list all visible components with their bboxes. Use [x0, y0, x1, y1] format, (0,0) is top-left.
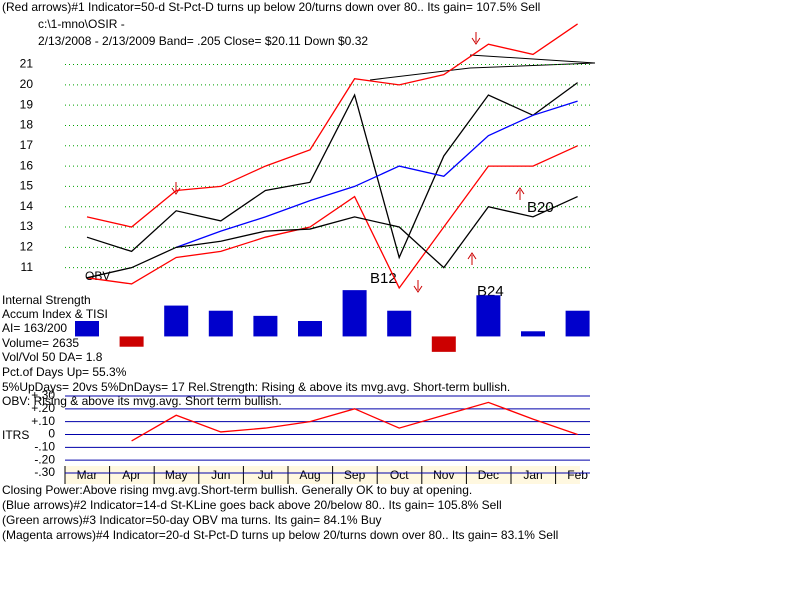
y-tick-label: +.20 [31, 401, 55, 415]
x-tick-label: Mar [77, 468, 98, 482]
x-tick-label: Oct [390, 468, 409, 482]
x-tick-label: Sep [344, 468, 366, 482]
footer-line: (Magenta arrows)#4 Indicator=20-d St-Pct… [2, 528, 558, 542]
panel-text: Accum Index & TISI [2, 307, 108, 321]
bar [253, 315, 278, 337]
annotation: B20 [527, 199, 554, 216]
y-tick-label: 11 [21, 260, 34, 274]
bar [476, 295, 501, 337]
footer-line: (Blue arrows)#2 Indicator=14-d St-KLine … [2, 498, 502, 512]
x-tick-label: Nov [433, 468, 454, 482]
y-tick-label: -.20 [34, 452, 55, 466]
x-tick-label: Jan [523, 468, 542, 482]
x-tick-label: Aug [299, 468, 320, 482]
annotation: B12 [370, 270, 397, 287]
bar [298, 321, 322, 337]
series-line [86, 23, 578, 228]
panel-text: 5%UpDays= 20vs 5%DnDays= 17 Rel.Strength… [2, 380, 510, 394]
series-line [175, 100, 578, 248]
y-tick-label: 13 [20, 219, 34, 233]
y-tick-label: 12 [20, 240, 34, 254]
y-tick-label: 21 [20, 57, 34, 71]
y-tick-label: -.10 [34, 440, 55, 454]
y-tick-label: 14 [20, 199, 34, 213]
x-tick-label: Apr [122, 468, 141, 482]
y-tick-label: 17 [20, 138, 34, 152]
y-tick-label: +.30 [31, 388, 55, 402]
bar [521, 331, 545, 337]
x-tick-label: Dec [478, 468, 499, 482]
y-tick-label: -.30 [34, 465, 55, 479]
footer-line: (Green arrows)#3 Indicator=50-day OBV ma… [2, 513, 382, 527]
header-line: (Red arrows)#1 Indicator=50-d St-Pct-D t… [2, 0, 540, 14]
bar [565, 310, 590, 337]
y-tick-label: 20 [20, 77, 34, 91]
header-line: 2/13/2008 - 2/13/2009 Band= .205 Close= … [38, 34, 368, 48]
x-tick-label: Jun [211, 468, 230, 482]
series-line [86, 145, 578, 290]
bar [164, 305, 189, 337]
arrows [171, 32, 525, 293]
bar [119, 336, 144, 347]
y-tick-label: 19 [20, 97, 34, 111]
trend-line [469, 62, 596, 69]
panel-text: Internal Strength [2, 293, 91, 307]
y-tick-label: 0 [48, 427, 55, 441]
y-tick-label: +.10 [31, 414, 55, 428]
bar [342, 290, 367, 337]
trend-line [369, 67, 471, 81]
bar [75, 321, 99, 337]
panel-text: AI= 163/200 [2, 321, 67, 335]
panel-text: Volume= 2635 [2, 336, 79, 350]
panel-text: Vol/Vol 50 DA= 1.8 [2, 350, 103, 364]
series-label: ITRS [2, 428, 29, 442]
series-line [86, 195, 578, 279]
panel-text: OBV: Rising & above its mvg.avg. Short t… [2, 394, 282, 408]
series-line [86, 82, 578, 260]
header-line: c:\1-mno\OSIR - [38, 17, 125, 31]
x-tick-label: May [165, 468, 188, 482]
y-tick-label: 15 [20, 179, 34, 193]
series-line [131, 401, 578, 442]
x-tick-label: Feb [567, 468, 588, 482]
bar [208, 310, 233, 337]
footer-line: Closing Power:Above rising mvg.avg.Short… [2, 483, 472, 497]
month-axis-band [65, 466, 580, 484]
bar [387, 310, 412, 337]
y-tick-label: 18 [20, 118, 34, 132]
trend-line [469, 54, 596, 64]
x-tick-label: Jul [258, 468, 273, 482]
bar [431, 336, 456, 352]
panel-text: Pct.of Days Up= 55.3% [2, 365, 127, 379]
y-tick-label: 16 [20, 158, 34, 172]
